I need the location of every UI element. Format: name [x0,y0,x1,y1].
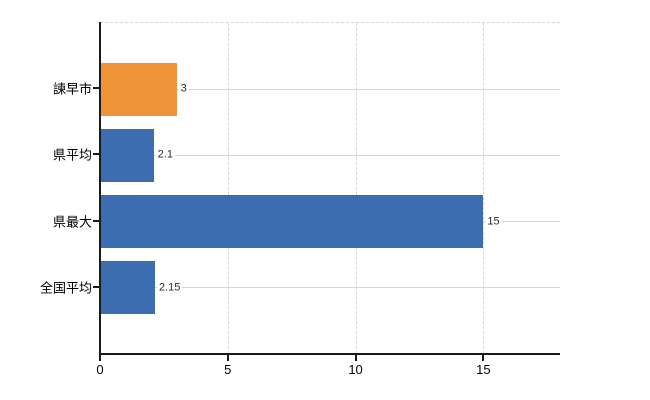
x-gridline [483,23,485,354]
y-axis-line [99,22,101,359]
x-tick-label: 5 [224,362,232,377]
category-gridline [100,287,560,289]
category-label: 全国平均 [39,280,92,296]
bar-県最大 [100,195,484,249]
y-tick [93,219,99,222]
x-tick [354,355,357,361]
x-gridline [355,23,357,354]
x-tick [482,355,485,361]
category-gridline [100,88,560,90]
bar-全国平均 [100,261,155,315]
y-tick [93,285,99,288]
bar-県平均 [100,128,154,182]
y-tick [93,153,99,156]
y-tick [93,87,99,90]
bar-value-label: 2.1 [155,148,175,162]
category-gridline [100,154,560,156]
plot-area: 3 2.1 15 2.15 [100,22,560,354]
category-label: 県最大 [52,214,92,230]
x-axis-line [100,353,560,355]
category-label: 諫早市 [52,81,92,97]
x-tick [226,355,229,361]
x-tick-label: 10 [348,362,363,377]
bar-value-label: 2.15 [156,281,183,295]
x-tick-label: 0 [96,362,104,377]
category-label: 県平均 [52,147,92,163]
bar-value-label: 15 [485,215,502,229]
bar-value-label: 3 [178,82,189,96]
bar-諫早市 [100,62,177,116]
x-tick [99,355,101,361]
x-gridline [227,23,229,354]
x-tick-label: 15 [476,362,491,377]
